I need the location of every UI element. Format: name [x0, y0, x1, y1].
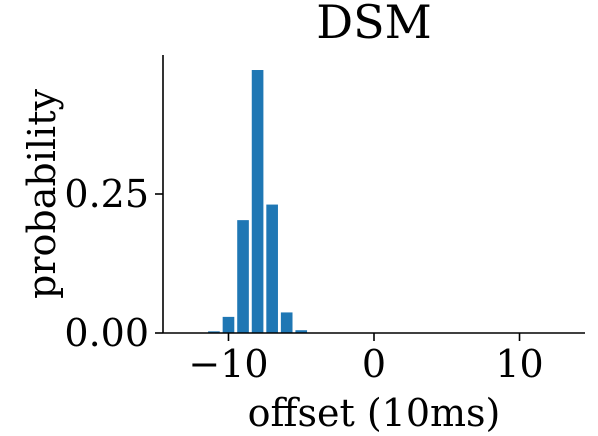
x-tick-label: −10: [188, 342, 268, 386]
y-tick-label: 0.25: [64, 172, 149, 216]
bar: [266, 204, 278, 333]
x-tick-label: 0: [362, 342, 386, 386]
bar: [208, 331, 220, 333]
bars-group: [208, 70, 308, 334]
bar: [280, 312, 293, 333]
bar: [251, 70, 264, 334]
x-tick-label: 10: [495, 342, 543, 386]
bar: [222, 316, 235, 333]
y-ticks-group: 0.00 0.25: [64, 172, 163, 355]
y-tick-label: 0.00: [64, 311, 149, 355]
x-ticks-group: −10 0 10: [188, 333, 544, 386]
bar: [295, 330, 308, 333]
x-axis-label: offset (10ms): [248, 391, 501, 435]
y-axis-label: probability: [20, 89, 64, 299]
chart-title: DSM: [316, 0, 432, 49]
bar: [237, 220, 249, 333]
